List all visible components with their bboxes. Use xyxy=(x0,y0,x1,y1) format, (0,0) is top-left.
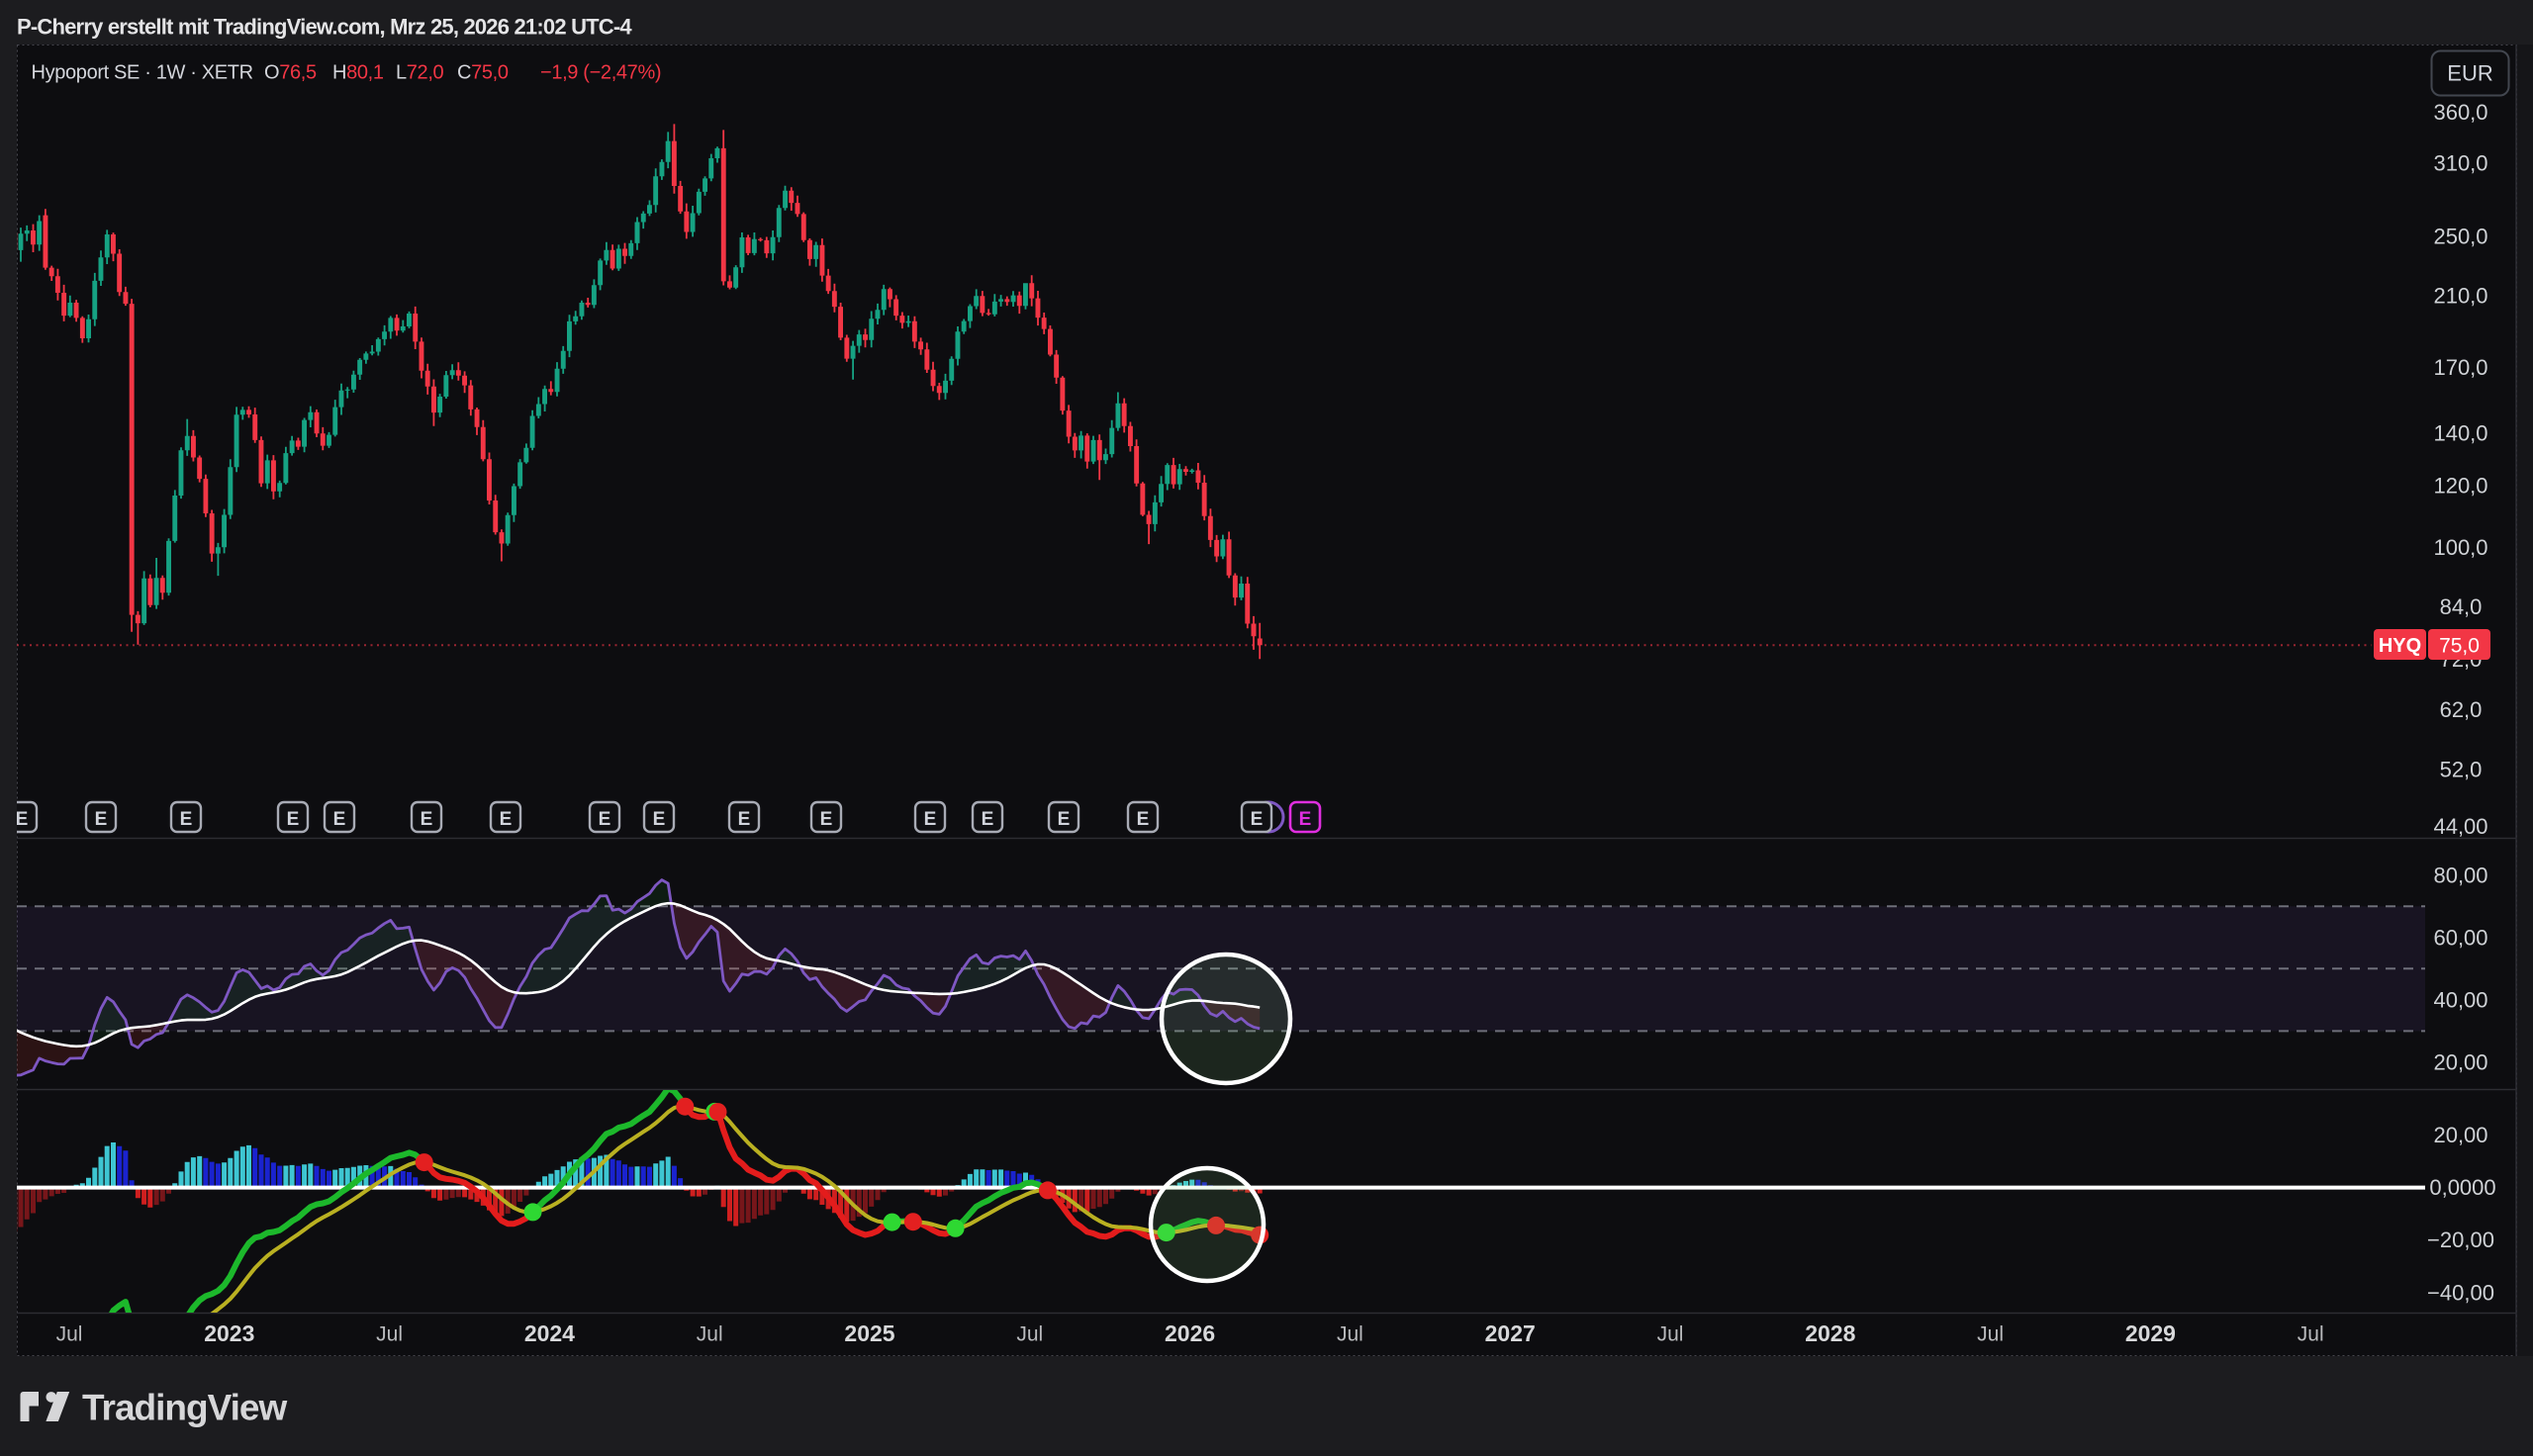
svg-text:Jul: Jul xyxy=(1337,1323,1363,1346)
svg-text:E: E xyxy=(287,809,300,830)
svg-text:100,0: 100,0 xyxy=(2433,535,2487,560)
svg-text:2024: 2024 xyxy=(524,1320,575,1346)
svg-text:20,00: 20,00 xyxy=(2433,1049,2487,1074)
svg-text:60,00: 60,00 xyxy=(2433,925,2487,950)
svg-text:Jul: Jul xyxy=(2298,1323,2324,1346)
svg-text:140,0: 140,0 xyxy=(2433,421,2487,446)
svg-text:360,0: 360,0 xyxy=(2433,100,2487,125)
svg-text:E: E xyxy=(653,809,666,830)
svg-text:250,0: 250,0 xyxy=(2433,224,2487,248)
svg-text:80,00: 80,00 xyxy=(2433,863,2487,887)
svg-text:E: E xyxy=(820,809,833,830)
svg-text:P-Cherry erstellt mit TradingV: P-Cherry erstellt mit TradingView.com, M… xyxy=(17,15,632,40)
svg-text:−20,00: −20,00 xyxy=(2427,1228,2494,1252)
svg-text:62,0: 62,0 xyxy=(2440,697,2483,722)
svg-text:120,0: 120,0 xyxy=(2433,473,2487,498)
svg-text:TradingView: TradingView xyxy=(82,1388,287,1428)
svg-text:2029: 2029 xyxy=(2125,1320,2176,1346)
svg-text:E: E xyxy=(1058,809,1071,830)
svg-text:E: E xyxy=(1299,809,1312,830)
svg-text:Jul: Jul xyxy=(697,1323,723,1346)
svg-text:Jul: Jul xyxy=(1657,1323,1684,1346)
svg-text:E: E xyxy=(95,809,108,830)
svg-text:E: E xyxy=(924,809,937,830)
svg-text:52,0: 52,0 xyxy=(2440,758,2483,782)
svg-text:HYQ: HYQ xyxy=(2379,635,2421,657)
svg-text:E: E xyxy=(333,809,346,830)
svg-text:Jul: Jul xyxy=(1977,1323,2004,1346)
svg-text:E: E xyxy=(1251,809,1264,830)
svg-text:2026: 2026 xyxy=(1165,1320,1215,1346)
svg-text:Jul: Jul xyxy=(56,1323,83,1346)
svg-text:75,0: 75,0 xyxy=(2439,635,2480,658)
svg-text:EUR: EUR xyxy=(2447,61,2492,86)
svg-text:170,0: 170,0 xyxy=(2433,355,2487,380)
svg-text:44,00: 44,00 xyxy=(2433,814,2487,839)
svg-text:0,0000: 0,0000 xyxy=(2429,1175,2495,1200)
svg-text:E: E xyxy=(16,809,29,830)
svg-text:E: E xyxy=(500,809,513,830)
svg-text:210,0: 210,0 xyxy=(2433,283,2487,308)
svg-text:E: E xyxy=(180,809,193,830)
svg-text:E: E xyxy=(421,809,433,830)
svg-text:E: E xyxy=(599,809,611,830)
svg-text:E: E xyxy=(1137,809,1150,830)
svg-text:2025: 2025 xyxy=(844,1320,894,1346)
svg-text:310,0: 310,0 xyxy=(2433,151,2487,176)
svg-text:2023: 2023 xyxy=(204,1320,254,1346)
svg-text:40,00: 40,00 xyxy=(2433,987,2487,1012)
svg-text:E: E xyxy=(738,809,751,830)
svg-text:84,0: 84,0 xyxy=(2440,594,2483,619)
svg-text:2028: 2028 xyxy=(1805,1320,1855,1346)
svg-text:−40,00: −40,00 xyxy=(2427,1280,2494,1305)
svg-text:2027: 2027 xyxy=(1485,1320,1536,1346)
svg-text:Jul: Jul xyxy=(1016,1323,1043,1346)
svg-text:E: E xyxy=(982,809,994,830)
svg-text:Jul: Jul xyxy=(376,1323,403,1346)
svg-text:20,00: 20,00 xyxy=(2433,1123,2487,1147)
